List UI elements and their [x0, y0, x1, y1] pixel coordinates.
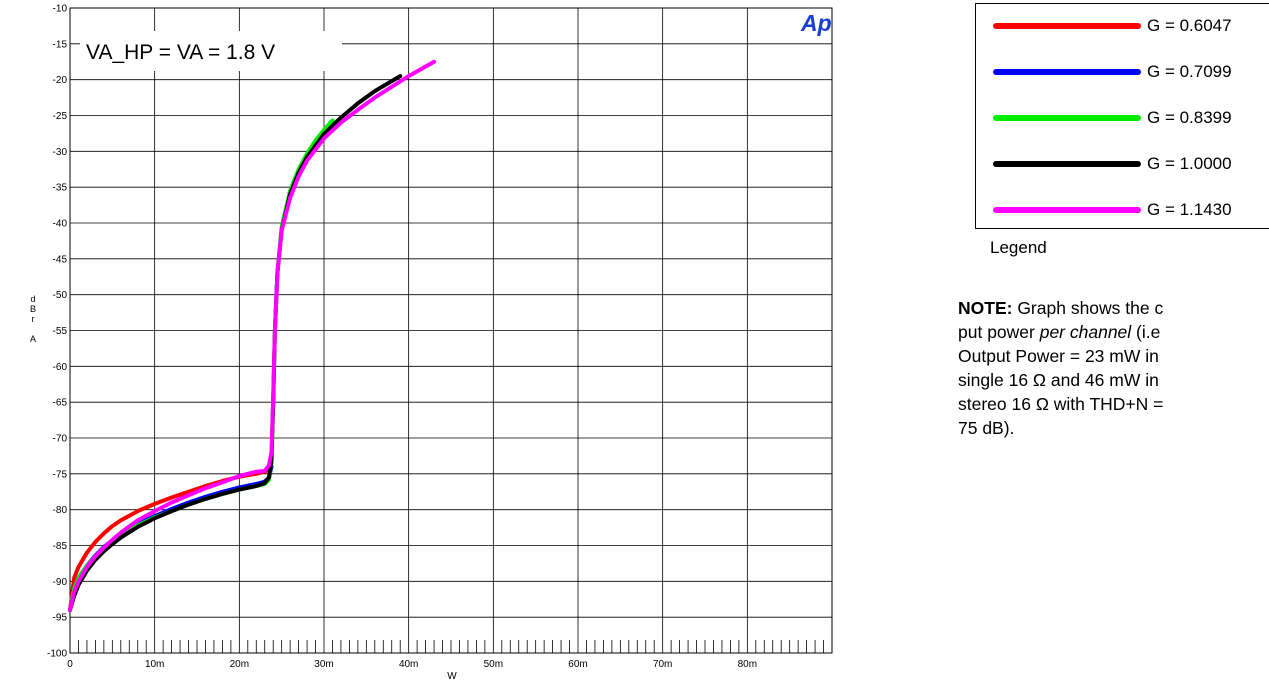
- y-axis-label-char: r: [32, 314, 35, 324]
- y-tick-label: -15: [53, 39, 68, 50]
- y-tick-label: -35: [53, 183, 68, 194]
- y-tick-label: -100: [47, 649, 67, 660]
- legend-label: G = 0.6047: [1147, 16, 1232, 35]
- y-axis-label-char: d: [30, 294, 35, 304]
- note-text: NOTE: Graph shows the c put power per ch…: [958, 296, 1269, 440]
- legend-swatch: [993, 115, 1141, 121]
- legend-item: G = 1.1430: [976, 200, 1269, 220]
- y-tick-label: -45: [53, 254, 68, 265]
- x-minor-ticks: [78, 640, 824, 653]
- x-tick-label: 70m: [653, 659, 672, 670]
- y-tick-label: -70: [53, 434, 68, 445]
- series-line: [68, 461, 274, 612]
- y-tick-label: -65: [53, 398, 68, 409]
- series-line: [68, 74, 403, 612]
- y-tick-labels: -10 -15 -20 -25 -30 -35 -40 -45 -50 -55 -60 -65 -70 -…: [47, 4, 67, 660]
- ap-logo: Ap: [800, 10, 832, 36]
- annotation-box: VA_HP = VA = 1.8 V: [80, 31, 342, 71]
- y-axis-label-char: B: [30, 304, 36, 314]
- x-tick-label: 50m: [484, 659, 503, 670]
- legend-item: G = 0.6047: [976, 16, 1269, 36]
- note-line-1: Graph shows the c: [1012, 298, 1164, 318]
- legend-swatch: [993, 161, 1141, 167]
- y-tick-label: -30: [53, 147, 68, 158]
- y-tick-label: -40: [53, 219, 68, 230]
- note-line-2-end: (i.e: [1131, 322, 1161, 342]
- note-line-3: Output Power = 23 mW in: [958, 346, 1159, 366]
- grid-lines: [70, 7, 832, 654]
- x-axis-label: W: [447, 671, 457, 682]
- y-tick-label: -50: [53, 290, 68, 301]
- legend-item: G = 0.7099: [976, 62, 1269, 82]
- note-line-4: single 16 Ω and 46 mW in: [958, 370, 1159, 390]
- y-tick-label: -10: [53, 4, 68, 15]
- y-tick-label: -90: [53, 577, 68, 588]
- y-tick-label: -85: [53, 541, 68, 552]
- legend-swatch: [993, 69, 1141, 75]
- legend-label: G = 0.8399: [1147, 108, 1232, 127]
- note-line-2-italic: per channel: [1039, 322, 1132, 342]
- x-tick-label: 60m: [568, 659, 587, 670]
- legend-swatch: [993, 23, 1141, 29]
- x-tick-label: 80m: [738, 659, 757, 670]
- note-line-6: 75 dB).: [958, 418, 1015, 438]
- x-tick-label: 40m: [399, 659, 418, 670]
- plot-frame: [69, 7, 833, 654]
- y-tick-label: -80: [53, 505, 68, 516]
- legend-label: G = 1.1430: [1147, 200, 1232, 219]
- legend-label: G = 0.7099: [1147, 62, 1232, 81]
- y-tick-label: -20: [53, 75, 68, 86]
- series-line: [68, 59, 437, 612]
- y-tick-label: -75: [53, 469, 68, 480]
- chart-annotation: VA_HP = VA = 1.8 V: [86, 41, 275, 64]
- legend-item: G = 1.0000: [976, 154, 1269, 174]
- note-line-2-start: put power: [958, 322, 1040, 342]
- series-lines: [68, 59, 437, 612]
- x-tick-label: 0: [67, 659, 73, 670]
- legend-swatch: [993, 207, 1141, 213]
- x-tick-label: 20m: [230, 659, 249, 670]
- note-line-5: stereo 16 Ω with THD+N =: [958, 394, 1164, 414]
- y-axis-label-char: A: [30, 334, 36, 344]
- y-tick-label: -25: [53, 111, 68, 122]
- y-tick-label: -55: [53, 326, 68, 337]
- legend: G = 0.6047 G = 0.7099 G = 0.8399 G = 1.0…: [975, 3, 1269, 229]
- legend-label: G = 1.0000: [1147, 154, 1232, 173]
- legend-caption: Legend: [990, 238, 1047, 257]
- y-tick-label: -60: [53, 362, 68, 373]
- y-tick-label: -95: [53, 613, 68, 624]
- x-tick-labels: 0 10m 20m 30m 40m 50m 60m 70m 80m: [67, 659, 757, 670]
- note-label: NOTE:: [958, 298, 1013, 318]
- x-tick-label: 30m: [314, 659, 333, 670]
- legend-item: G = 0.8399: [976, 108, 1269, 128]
- x-tick-label: 10m: [145, 659, 164, 670]
